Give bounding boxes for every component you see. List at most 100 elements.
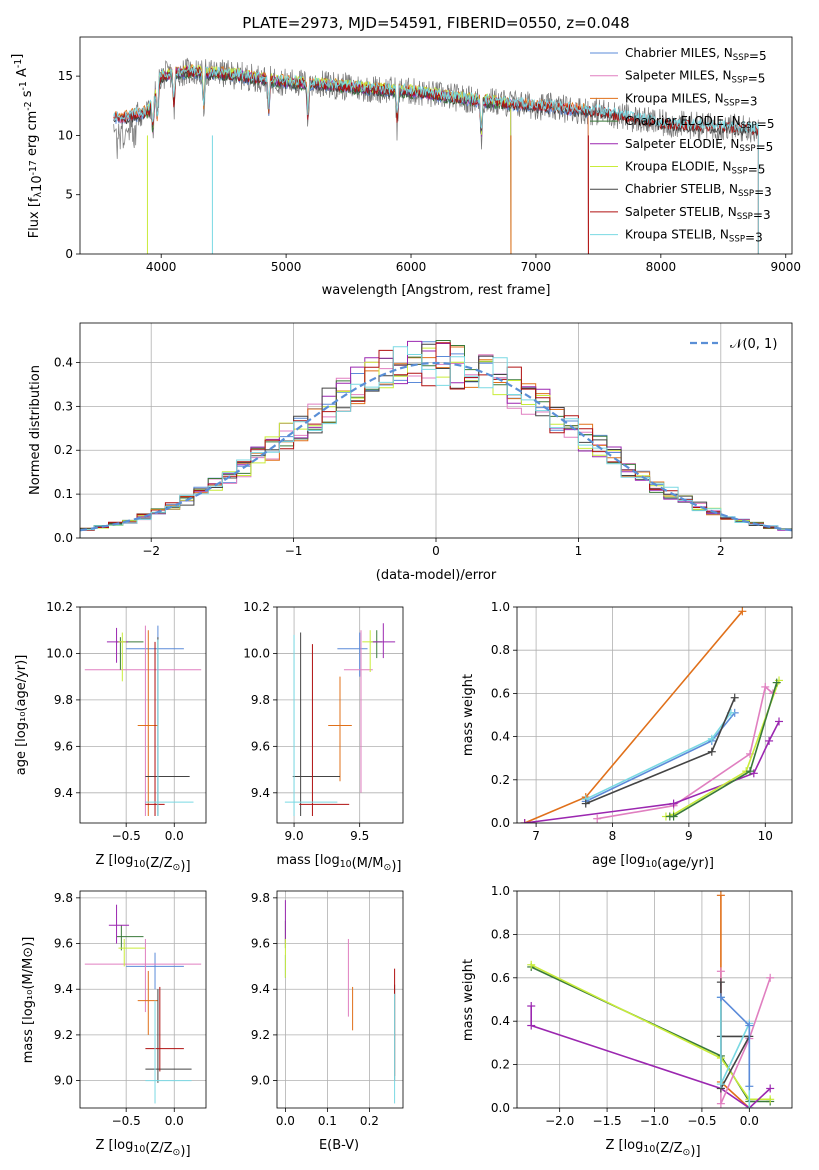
x-tick-label: 7000: [521, 260, 552, 274]
y-axis-label: mass [log₁₀(M/M⊙)]: [21, 937, 36, 1064]
x-axis-label: mass [log10(M/M⊙)]: [277, 853, 402, 874]
legend-label-part: SSP: [738, 189, 754, 199]
x-axis-label: wavelength [Angstrom, rest frame]: [322, 283, 551, 298]
y-tick-label: 9.6: [251, 937, 270, 951]
y-axis-label-part: 10: [30, 175, 45, 192]
y-tick-label: 0.2: [54, 443, 73, 457]
model-spectrum-kroupa-stelib: [113, 65, 759, 254]
y-axis-label-part: ]: [10, 54, 25, 59]
mass-vs-Z-panel: −0.5 0.0 9.0 9.2 9.4 9.6 9.8 Z [log10(Z/Z⊙)] mas…: [21, 890, 207, 1159]
plot-area: [84, 625, 202, 817]
legend-label-part: =5: [748, 163, 766, 177]
legend-label-part: =5: [748, 72, 766, 86]
legend-label-part: =5: [757, 117, 775, 131]
x-tick-label: 0.1: [318, 1114, 337, 1128]
y-tick-label: 9.8: [251, 693, 270, 707]
x-axis-label-part: ⊙: [173, 862, 181, 873]
series-line: [585, 712, 732, 800]
legend-label-part: Salpeter ELODIE, N: [625, 137, 739, 151]
y-axis-label: mass weight: [461, 674, 476, 756]
y-tick-label: 0.0: [491, 816, 510, 830]
legend-label: Salpeter MILES, NSSP=5: [625, 69, 765, 86]
legend-label: Chabrier STELIB, NSSP=3: [625, 182, 772, 199]
y-tick-label: 0.0: [491, 1101, 510, 1115]
legend-label-part: =3: [745, 231, 763, 245]
x-tick-label: −0.5: [112, 829, 141, 843]
legend-label: Chabrier ELODIE, NSSP=5: [625, 114, 774, 131]
x-axis-label-part: )]: [180, 859, 190, 874]
series-line: [720, 971, 771, 1105]
legend-label-part: SSP: [739, 144, 755, 154]
x-axis-label: Z [log10(Z/Z⊙)]: [95, 1138, 190, 1159]
y-tick-label: 15: [58, 69, 73, 83]
y-tick-label: 0.6: [491, 971, 510, 985]
x-axis-label-part: 10: [340, 859, 352, 870]
y-tick-label: 9.6: [54, 937, 73, 951]
y-axis-label-part: A: [15, 68, 30, 81]
plot-area: [80, 340, 792, 538]
y-axis-label-part: Flux [f: [27, 197, 42, 238]
x-axis-label: Z [log10(Z/Z⊙)]: [95, 853, 190, 874]
y-tick-label: 9.0: [251, 1074, 270, 1088]
y-axis-label-part: s: [20, 90, 35, 101]
x-tick-label: −1: [285, 544, 303, 558]
mass-vs-EBV-panel: 0.0 0.1 0.2 9.0 9.2 9.4 9.6 9.8 E(B-V): [251, 890, 404, 1153]
age-vs-mass-panel: 9.0 9.5 9.4 9.6 9.8 10.0 10.2 mass [log10(M/M⊙)…: [243, 600, 404, 874]
legend-label-part: SSP: [732, 76, 748, 86]
x-axis-label-part: mass [log: [277, 853, 340, 868]
y-axis-label-part: -1: [18, 81, 29, 90]
x-axis-label-part: )]: [690, 1144, 700, 1159]
series-line: [530, 966, 771, 1103]
legend-label: Chabrier MILES, NSSP=5: [625, 46, 767, 63]
y-tick-label: 10.2: [46, 600, 73, 614]
x-axis-label-part: Z [log: [95, 1138, 133, 1153]
x-tick-label: 9.0: [285, 829, 304, 843]
spectrum-panel: 4000 5000 6000 7000 8000 9000 0 5 10 15 wavelength…: [10, 36, 801, 298]
y-tick-label: 0.6: [491, 686, 510, 700]
y-tick-label: 9.4: [54, 786, 73, 800]
legend-label-part: SSP: [732, 167, 748, 177]
model-spectrum-salpeter-miles: [113, 66, 589, 254]
series-line: [669, 682, 778, 818]
plot-area: [113, 57, 759, 254]
legend-label-part: =5: [756, 140, 774, 154]
x-axis-label: E(B-V): [319, 1138, 359, 1153]
x-tick-label: 10: [758, 829, 773, 843]
y-axis-label: Normed distribution: [28, 365, 43, 495]
x-tick-label: 9: [685, 829, 693, 843]
x-axis-label-part: (Z/Z: [655, 1141, 682, 1156]
y-axis-label-part: erg cm: [25, 111, 40, 160]
axes-frame: [516, 606, 793, 824]
axes-frame: [276, 890, 404, 1109]
series-line: [530, 964, 771, 1101]
legend-label-part: SSP: [729, 235, 745, 245]
mass-weight-vs-Z-panel: −2.0 −1.5 −1.0 −0.5 0.0 0.0 0.2 0.4 0.6 0.8 1.0 Z […: [461, 884, 793, 1159]
x-tick-label: 4000: [146, 260, 177, 274]
plot-area: [284, 623, 396, 817]
x-tick-label: 7: [532, 829, 540, 843]
y-tick-label: 0.8: [491, 927, 510, 941]
y-tick-label: 10.2: [243, 600, 270, 614]
x-tick-label: 0.0: [740, 1114, 759, 1128]
legend-label-part: =3: [754, 185, 772, 199]
y-tick-label: 9.4: [251, 982, 270, 996]
y-tick-label: 0.2: [491, 1058, 510, 1072]
x-tick-label: 9000: [770, 260, 801, 274]
x-tick-label: −0.5: [687, 1114, 716, 1128]
x-axis-label-part: ⊙: [383, 862, 391, 873]
normal-curve: [80, 361, 792, 532]
x-axis-label-part: )]: [391, 859, 401, 874]
x-axis-label-part: (M/M: [352, 856, 384, 871]
y-axis-label: Flux [fλ10-17 erg cm-2 s-1 A-1]: [10, 54, 45, 239]
y-tick-label: 0.4: [491, 1014, 510, 1028]
legend-label: Salpeter STELIB, NSSP=3: [625, 205, 771, 222]
x-axis-label-part: 10: [643, 1144, 655, 1155]
x-axis-label-part: (age/yr)]: [657, 856, 714, 871]
legend-label-part: =5: [749, 49, 767, 63]
x-tick-label: 0.0: [165, 1114, 184, 1128]
x-tick-label: −0.5: [112, 1114, 141, 1128]
y-axis-label-part: λ: [33, 191, 44, 197]
x-axis-label-part: ⊙: [173, 1147, 181, 1158]
y-tick-label: 9.8: [54, 891, 73, 905]
